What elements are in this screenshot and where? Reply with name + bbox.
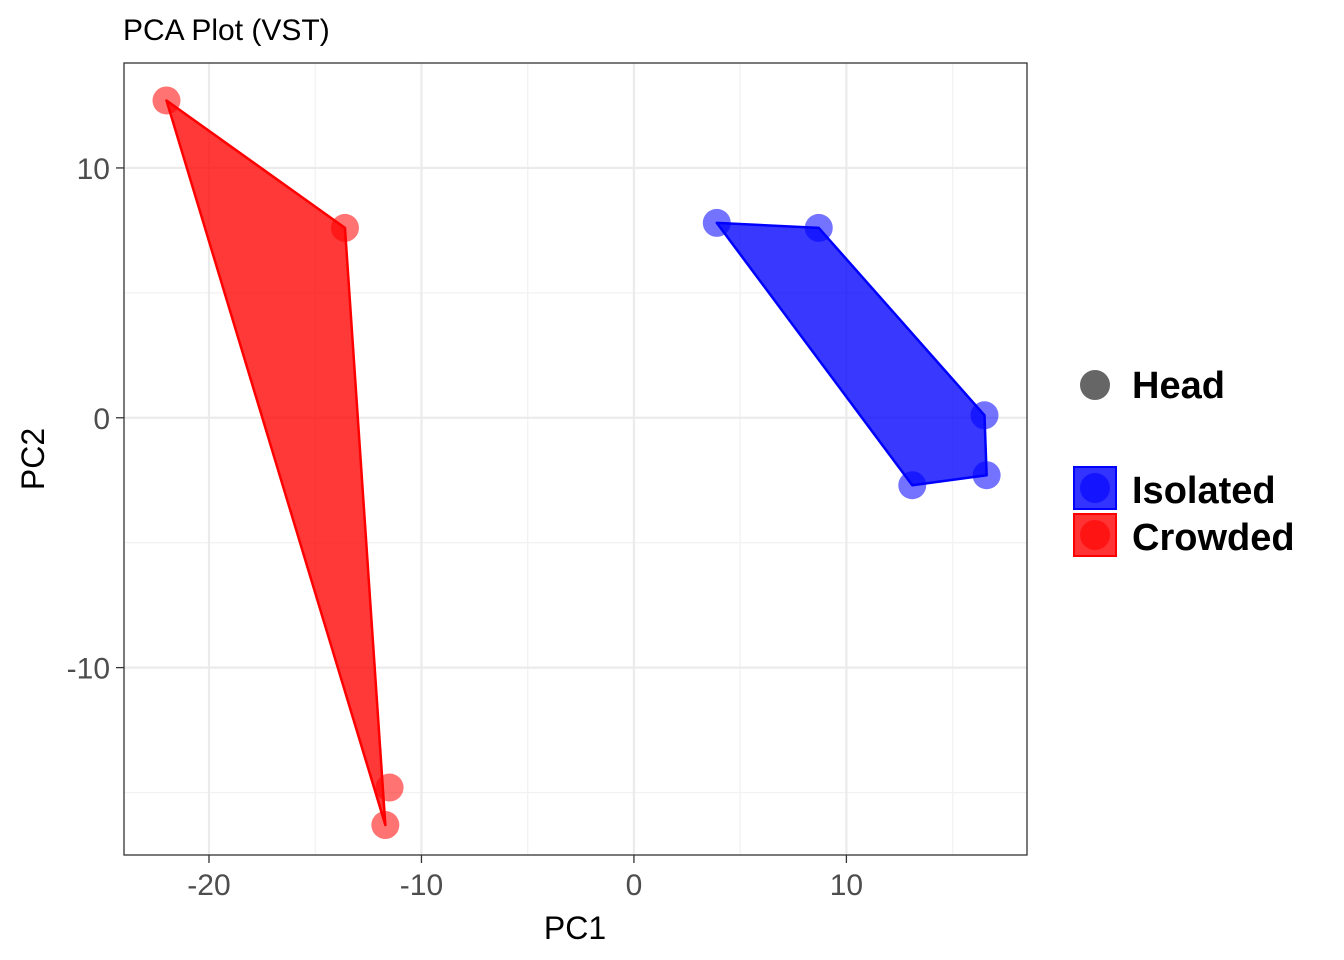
point-crowded [371, 811, 400, 840]
point-isolated [804, 213, 833, 242]
hull-isolated [715, 221, 988, 487]
point-isolated [898, 471, 927, 500]
legend-key-isolated-point [1080, 473, 1110, 503]
point-crowded [330, 213, 359, 242]
point-isolated [970, 401, 999, 430]
legend-shape-key [1080, 370, 1110, 400]
point-crowded [152, 86, 181, 115]
x-axis-title: PC1 [544, 910, 606, 946]
legend-shape-label: Head [1132, 365, 1225, 407]
group-hulls [165, 99, 988, 827]
point-crowded [375, 773, 404, 802]
legend-label-isolated: Isolated [1132, 470, 1276, 512]
chart-title: PCA Plot (VST) [123, 14, 330, 47]
point-isolated [972, 461, 1001, 490]
y-tick-label: 10 [77, 153, 110, 186]
x-tick-label: 10 [830, 869, 863, 902]
y-tick-label: 0 [93, 403, 110, 436]
legend: Head Isolated Crowded [1073, 365, 1295, 559]
x-tick-label: -10 [400, 869, 443, 902]
data-points [152, 86, 1001, 840]
legend-key-crowded-point [1080, 520, 1110, 550]
point-isolated [702, 208, 731, 237]
x-tick-label: -20 [187, 869, 230, 902]
y-axis-ticks: -10 0 10 [67, 153, 124, 686]
hull-crowded [165, 99, 387, 827]
x-tick-label: 0 [626, 869, 643, 902]
y-tick-label: -10 [67, 653, 110, 686]
x-axis-ticks: -20 -10 0 10 [187, 855, 863, 902]
plot-panel-border [123, 62, 1028, 856]
legend-label-crowded: Crowded [1132, 517, 1295, 559]
y-axis-title: PC2 [15, 428, 51, 490]
